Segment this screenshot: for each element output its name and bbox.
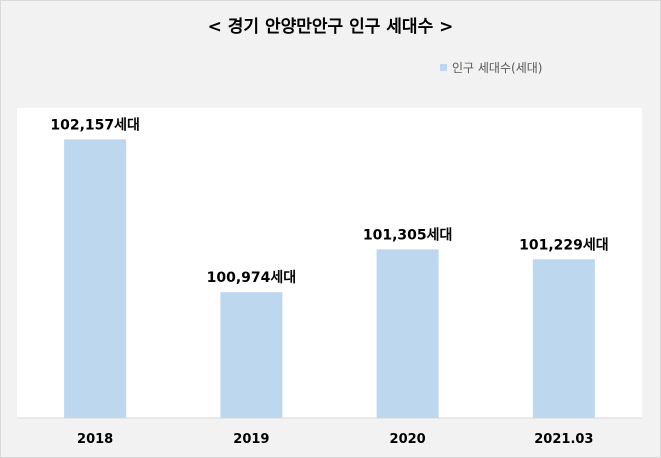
x-tick-2018: 2018: [77, 432, 113, 447]
legend-swatch: [440, 64, 447, 71]
bar-2020: [376, 249, 439, 418]
x-tick-2020: 2020: [390, 432, 426, 447]
legend: 인구 세대수(세대): [440, 59, 542, 76]
bar-2018: [64, 139, 127, 418]
data-label-2020: 101,305세대: [363, 227, 453, 243]
bar-2021.03: [532, 259, 595, 418]
bar-2019: [220, 292, 283, 418]
legend-label: 인구 세대수(세대): [452, 61, 543, 75]
x-tick-2021.03: 2021.03: [534, 432, 593, 447]
chart-title: < 경기 안양만안구 인구 세대수 >: [207, 17, 454, 37]
data-label-2018: 102,157세대: [50, 117, 140, 133]
x-tick-2019: 2019: [233, 432, 269, 447]
data-label-2021.03: 101,229세대: [519, 237, 609, 253]
data-label-2019: 100,974세대: [207, 270, 297, 286]
